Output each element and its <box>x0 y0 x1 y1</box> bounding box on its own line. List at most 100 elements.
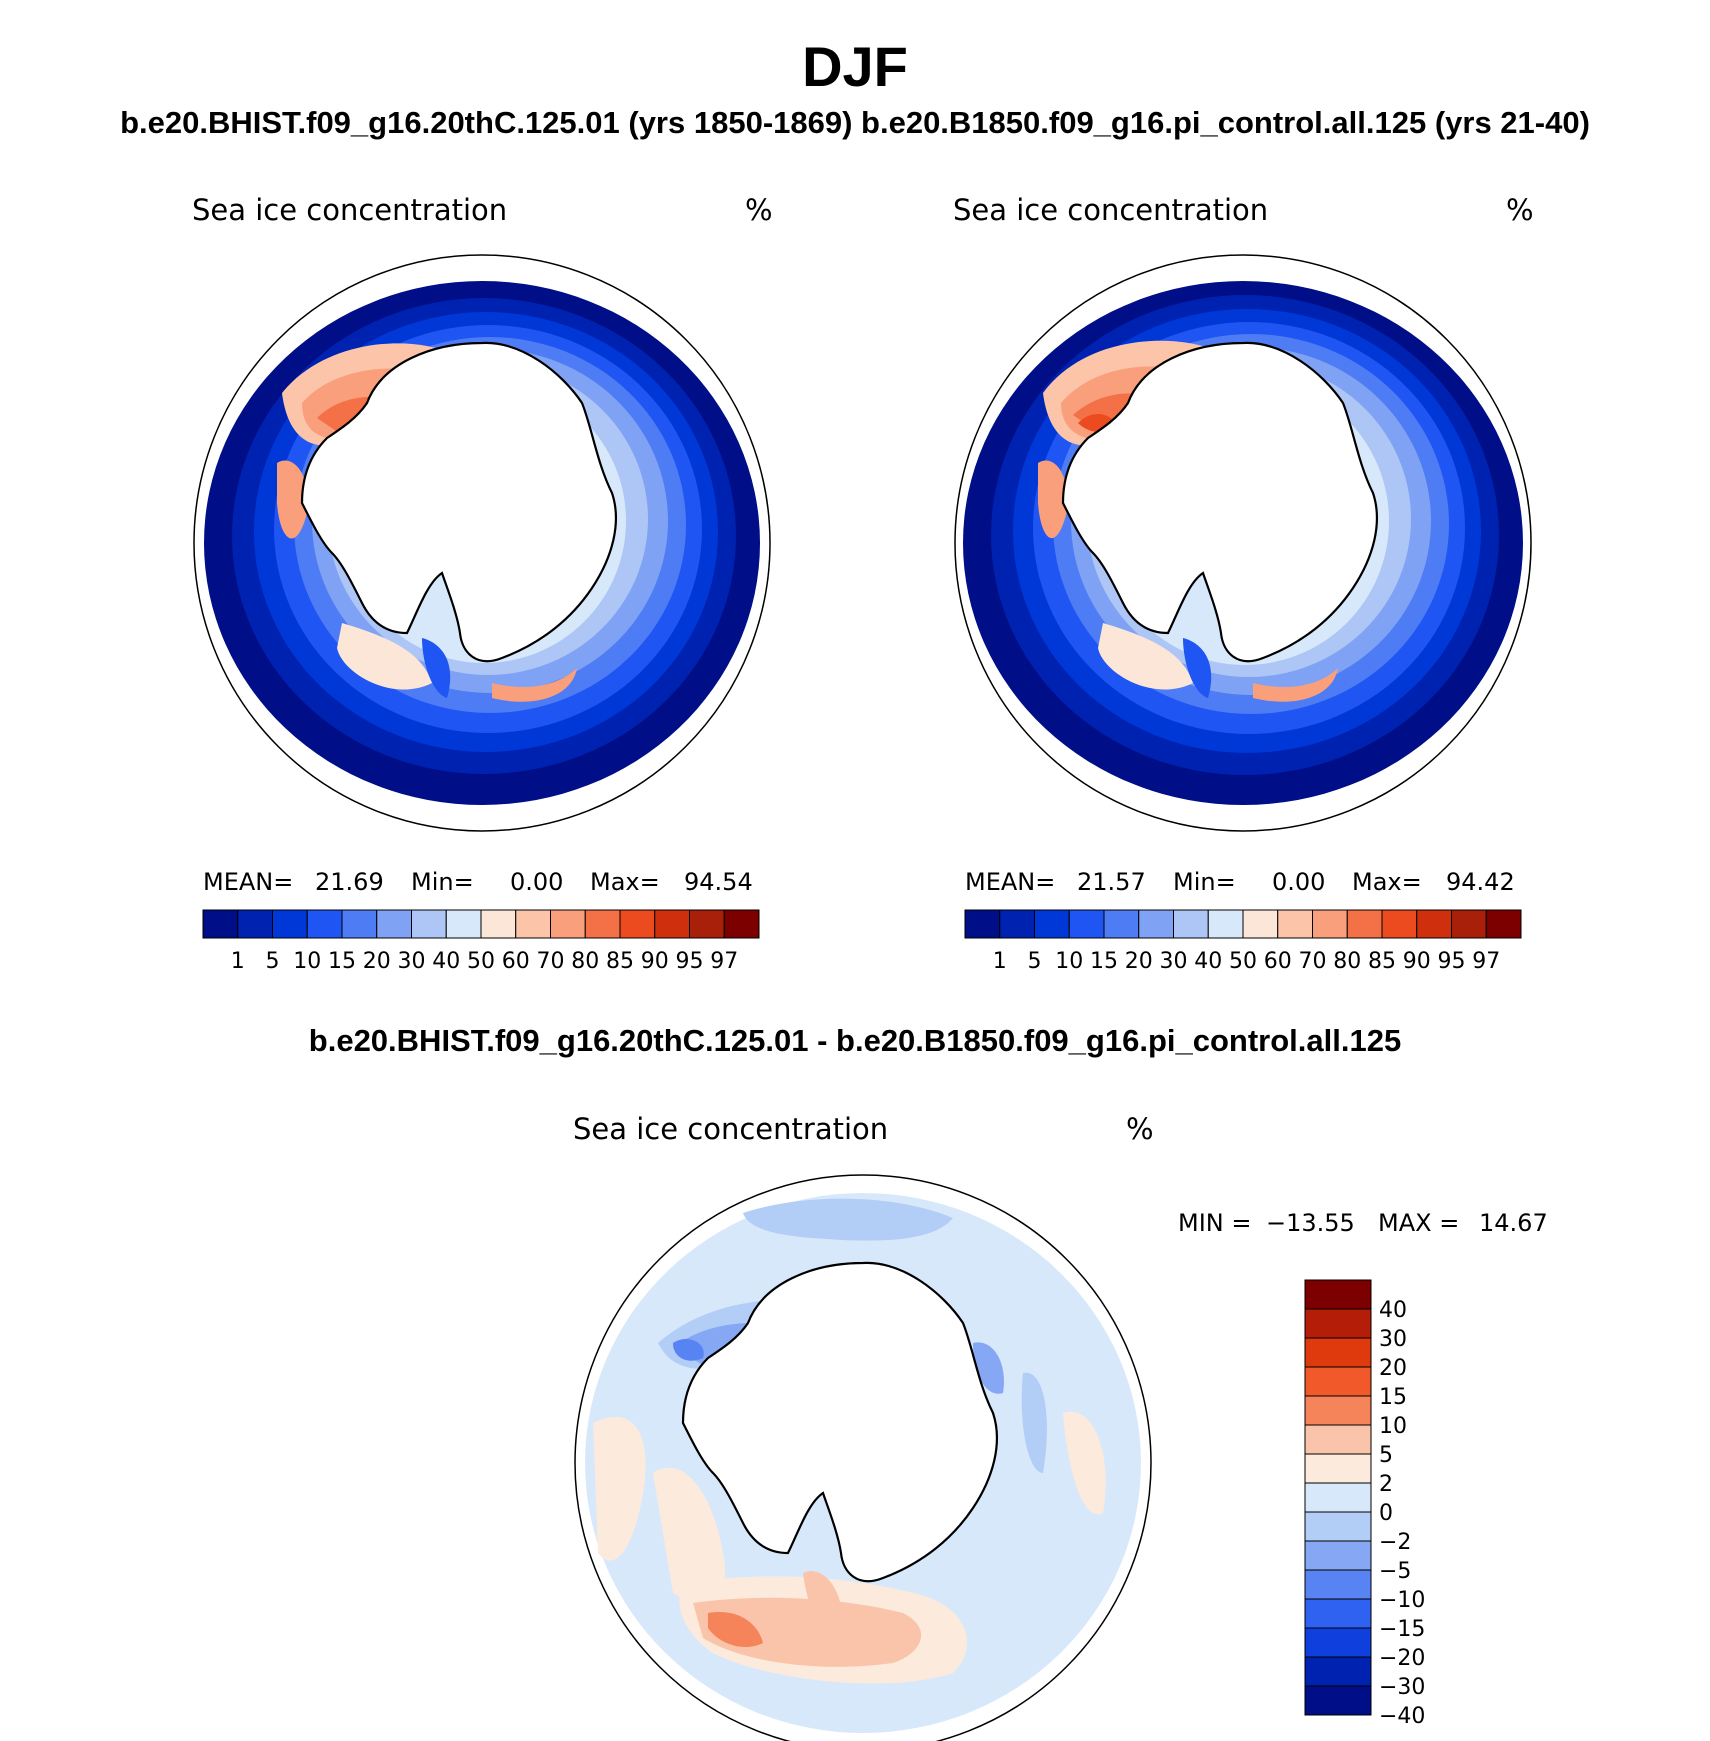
colorbar-swatch <box>1304 1424 1372 1455</box>
ice-patch <box>1183 638 1212 698</box>
colorbar-swatch <box>619 909 656 939</box>
colorbar-tick-label: 15 <box>328 949 356 974</box>
colorbar-tick-label: 5 <box>266 949 280 974</box>
colorbar-swatch <box>1304 1627 1372 1658</box>
ice-patch <box>1038 460 1068 539</box>
colorbar-tick-label: 20 <box>1125 949 1153 974</box>
colorbar-swatch <box>999 909 1035 939</box>
panel1-units: % <box>745 193 773 227</box>
diff-patch <box>653 1467 725 1603</box>
colorbar-swatch <box>1277 909 1313 939</box>
colorbar-swatch <box>237 909 273 939</box>
diff-patch <box>1063 1411 1106 1515</box>
colorbar-swatch <box>1346 909 1383 939</box>
colorbar-tick-label: 10 <box>1055 949 1083 974</box>
colorbar-swatch <box>445 909 482 939</box>
colorbar-swatch <box>1304 1395 1372 1426</box>
colorbar-tick-label: 30 <box>1160 949 1188 974</box>
main-title: DJF <box>802 35 908 98</box>
colorbar-swatch <box>1304 1540 1372 1571</box>
panel1-polar-map <box>193 254 771 832</box>
colorbar-swatch <box>654 909 690 939</box>
colorbar-swatch <box>1068 909 1105 939</box>
colorbar-swatch <box>376 909 412 939</box>
colorbar-swatch <box>1173 909 1209 939</box>
panel2-max-value: 94.42 <box>1446 868 1515 896</box>
panel2-mean-label: MEAN= <box>965 868 1056 896</box>
ice-patch <box>422 638 451 698</box>
colorbar-tick-label: 40 <box>432 949 460 974</box>
panel2-field-title: Sea ice concentration <box>953 193 1269 227</box>
diff-patch <box>593 1416 646 1561</box>
colorbar-tick-label: 10 <box>293 949 321 974</box>
panel3-field-title: Sea ice concentration <box>573 1112 889 1146</box>
colorbar-tick-label: 20 <box>1379 1356 1407 1381</box>
colorbar-tick-label: −20 <box>1379 1646 1425 1671</box>
colorbar-tick-label: 15 <box>1379 1385 1407 1410</box>
diff-patch <box>973 1342 1004 1394</box>
colorbar-swatch <box>1138 909 1174 939</box>
colorbar-tick-label: 70 <box>537 949 565 974</box>
panel1-mean-value: 21.69 <box>315 868 384 896</box>
colorbar-tick-label: 80 <box>571 949 599 974</box>
colorbar-tick-label: 80 <box>1333 949 1361 974</box>
colorbar-tick-label: 0 <box>1379 1501 1393 1526</box>
colorbar-tick-label: 5 <box>1028 949 1042 974</box>
diff-patch <box>708 1612 763 1648</box>
colorbar-swatch <box>1207 909 1244 939</box>
colorbar-swatch <box>1312 909 1348 939</box>
panel2-colorbar: 1 5 10 15 20 30 40 50 60 70 80 85 90 95 97 <box>964 909 1522 974</box>
colorbar-swatch <box>1381 909 1418 939</box>
antarctica-coastline <box>300 341 618 663</box>
colorbar-swatch <box>1304 1308 1372 1339</box>
antarctica-coastline <box>681 1261 999 1583</box>
colorbar-swatch <box>480 909 517 939</box>
colorbar-swatch <box>689 909 725 939</box>
colorbar-swatch <box>1034 909 1070 939</box>
colorbar-swatch <box>411 909 447 939</box>
colorbar-swatch <box>550 909 586 939</box>
map-boundary <box>954 254 1532 832</box>
colorbar-swatch <box>1304 1482 1372 1513</box>
colorbar-swatch <box>1304 1656 1372 1687</box>
colorbar-swatch <box>1304 1337 1372 1368</box>
colorbar-tick-label: 1 <box>993 949 1007 974</box>
colorbar-swatch <box>306 909 343 939</box>
colorbar-tick-label: −2 <box>1379 1530 1411 1555</box>
colorbar-tick-label: 97 <box>710 949 738 974</box>
colorbar-tick-label: 2 <box>1379 1472 1393 1497</box>
colorbar-tick-label: 1 <box>231 949 245 974</box>
colorbar-swatch <box>272 909 308 939</box>
colorbar-tick-label: 50 <box>467 949 495 974</box>
colorbar-tick-label: 95 <box>676 949 704 974</box>
panel3-max-label: MAX = <box>1378 1209 1460 1237</box>
difference-title: b.e20.BHIST.f09_g16.20thC.125.01 - b.e20… <box>308 1023 1402 1058</box>
diff-patch <box>693 1597 922 1667</box>
colorbar-swatch <box>1103 909 1140 939</box>
colorbar-tick-label: 90 <box>641 949 669 974</box>
colorbar-swatch <box>964 909 1001 939</box>
panel1-min-value: 0.00 <box>510 868 564 896</box>
colorbar-swatch <box>1304 1685 1372 1716</box>
colorbar-tick-label: −30 <box>1379 1675 1425 1700</box>
ice-patch <box>492 668 577 702</box>
panel2-max-label: Max= <box>1352 868 1422 896</box>
colorbar-tick-label: 90 <box>1403 949 1431 974</box>
map-boundary <box>193 254 771 832</box>
colorbar-tick-label: 40 <box>1379 1298 1407 1323</box>
colorbar-tick-label: 60 <box>502 949 530 974</box>
colorbar-tick-label: 50 <box>1229 949 1257 974</box>
colorbar-swatch <box>1304 1569 1372 1600</box>
colorbar-tick-label: −10 <box>1379 1588 1425 1613</box>
colorbar-swatch <box>1416 909 1452 939</box>
colorbar-tick-label: 95 <box>1438 949 1466 974</box>
ice-patch <box>1098 623 1193 690</box>
colorbar-swatch <box>1304 1598 1372 1629</box>
panel2-units: % <box>1506 193 1534 227</box>
colorbar-tick-label: 15 <box>1090 949 1118 974</box>
colorbar-swatch <box>1304 1279 1372 1310</box>
panel2-min-label: Min= <box>1173 868 1236 896</box>
colorbar-tick-label: 60 <box>1264 949 1292 974</box>
colorbar-swatch <box>1451 909 1487 939</box>
diff-patch <box>1021 1372 1047 1473</box>
